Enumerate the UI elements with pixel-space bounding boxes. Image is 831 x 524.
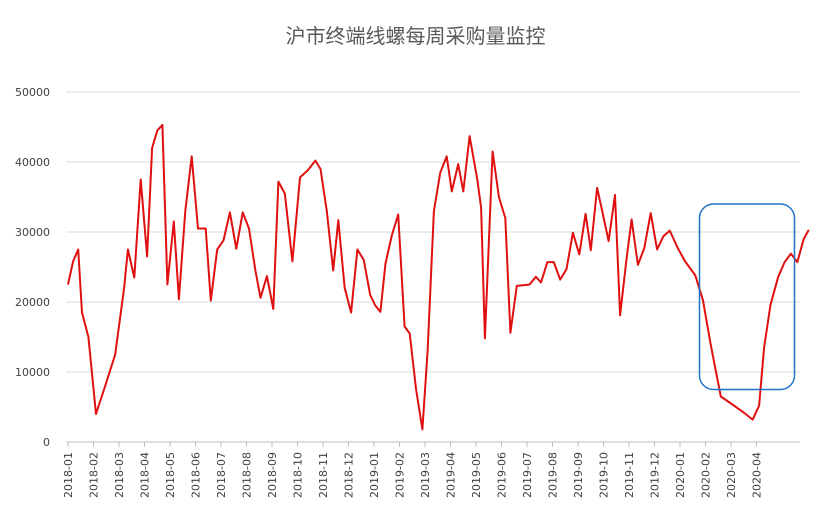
x-tick-label: 2019-07 [521, 452, 534, 498]
x-tick-label: 2019-01 [368, 452, 381, 498]
x-tick-label: 2019-04 [445, 452, 458, 498]
y-tick-label: 10000 [15, 366, 50, 379]
x-tick-label: 2018-10 [292, 452, 305, 498]
x-tick-label: 2019-09 [572, 452, 585, 498]
x-tick-label: 2019-02 [394, 452, 407, 498]
x-tick-label: 2019-03 [419, 452, 432, 498]
series-line [67, 123, 810, 431]
chart-title: 沪市终端线螺每周采购量监控 [285, 24, 546, 48]
x-tick-label: 2018-02 [88, 452, 101, 498]
x-tick-label: 2020-03 [725, 452, 738, 498]
x-tick-label: 2018-07 [215, 452, 228, 498]
x-tick-label: 2020-01 [674, 452, 687, 498]
x-tick-label: 2018-12 [343, 452, 356, 498]
x-tick-label: 2019-10 [598, 452, 611, 498]
y-tick-label: 30000 [15, 226, 50, 239]
x-tick-label: 2018-08 [241, 452, 254, 498]
y-tick-label: 20000 [15, 296, 50, 309]
highlight-box-layer [698, 203, 796, 391]
x-tick-label: 2018-11 [317, 452, 330, 498]
x-tick-label: 2018-03 [113, 452, 126, 498]
y-tick-label: 50000 [15, 86, 50, 99]
x-tick-labels: 2018-01 2018-02 2018-03 2018-04 2018-05 2018-… [62, 452, 764, 498]
x-tick-label: 2019-08 [547, 452, 560, 498]
y-tick-labels: 0 10000 20000 30000 40000 50000 [15, 86, 50, 449]
highlight-box [698, 203, 796, 391]
x-tick-label: 2020-02 [700, 452, 713, 498]
series-lines [67, 123, 810, 431]
x-tick-label: 2018-06 [190, 452, 203, 498]
y-tick-label: 40000 [15, 156, 50, 169]
x-tick-label: 2020-04 [751, 452, 764, 498]
x-tick-label: 2019-12 [649, 452, 662, 498]
y-tick-label: 0 [43, 436, 50, 449]
x-tick-label: 2018-05 [164, 452, 177, 498]
x-tick-label: 2018-04 [139, 452, 152, 498]
x-tick-label: 2018-01 [62, 452, 75, 498]
x-tick-label: 2019-06 [496, 452, 509, 498]
x-tick-label: 2019-11 [623, 452, 636, 498]
axes [66, 441, 800, 447]
x-tick-label: 2018-09 [266, 452, 279, 498]
x-tick-label: 2019-05 [470, 452, 483, 498]
